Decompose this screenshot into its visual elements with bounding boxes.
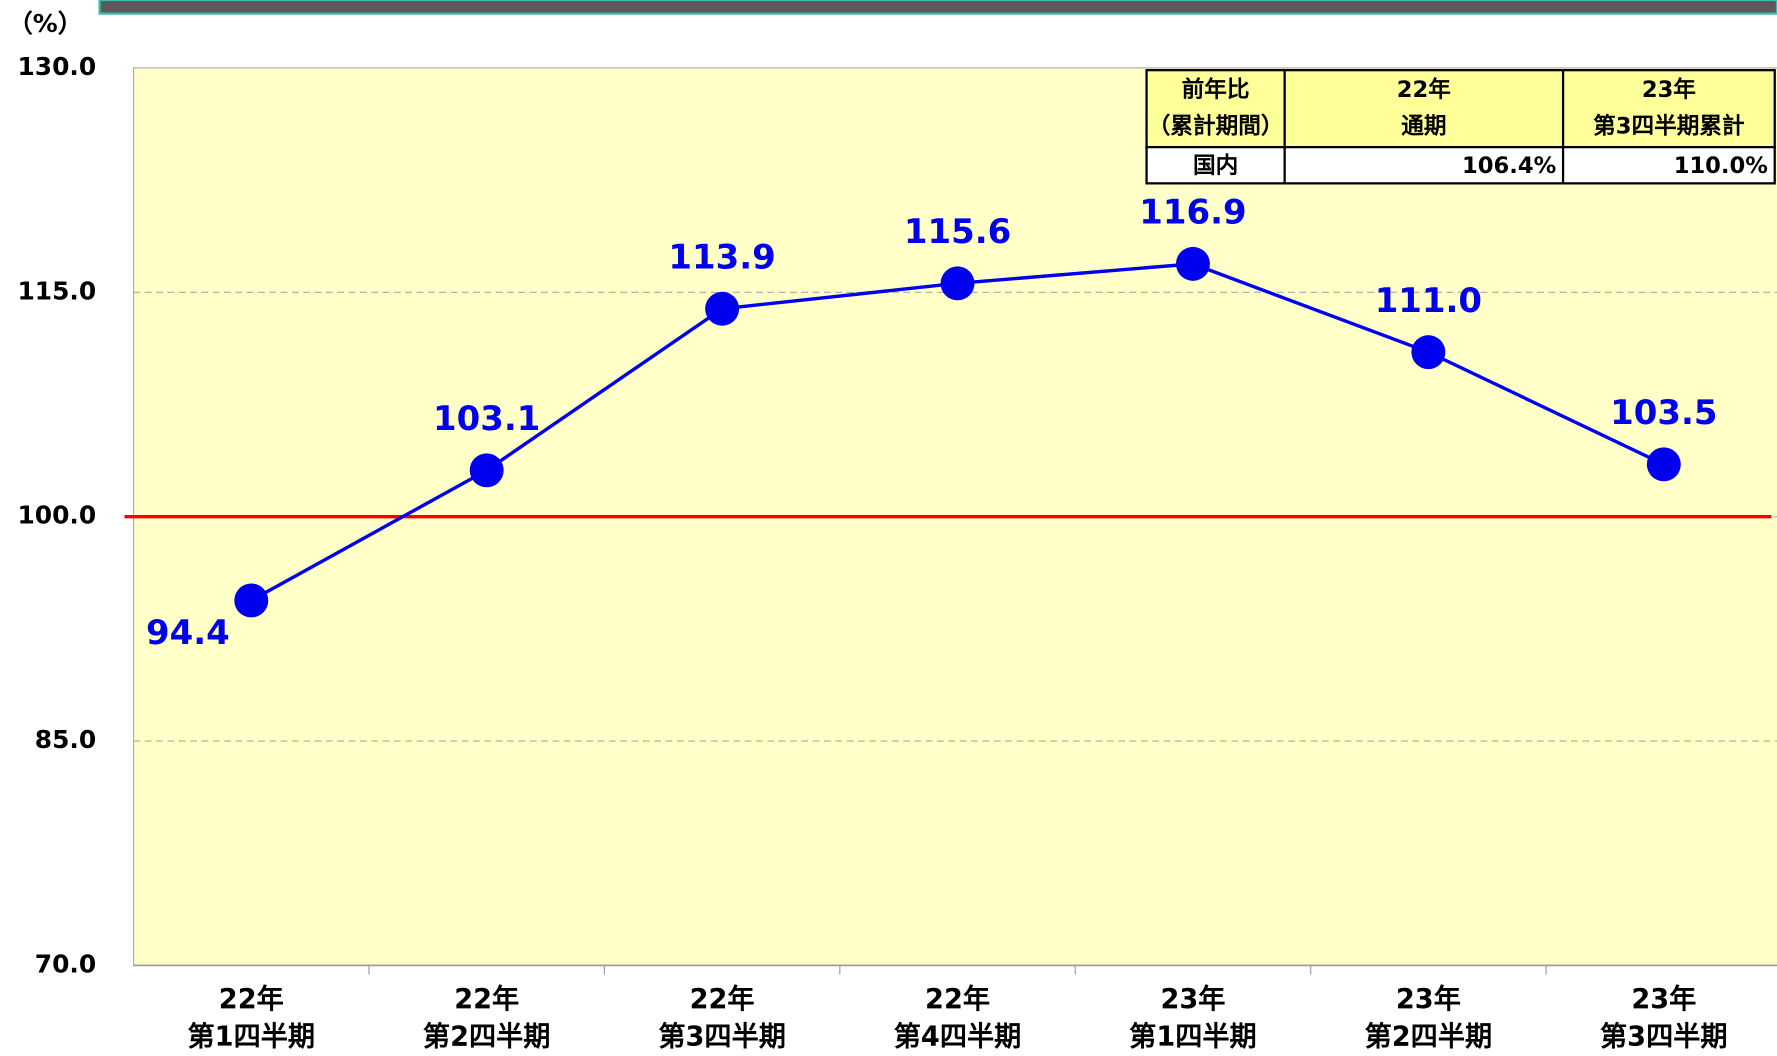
table-header: 前年比	[1182, 76, 1250, 103]
point	[469, 453, 504, 488]
table-cell: 106.4%	[1462, 153, 1556, 179]
data-label: 111.0	[1375, 281, 1482, 321]
table-header: 23年	[1642, 76, 1696, 103]
x-tick-label: 第3四半期	[1600, 1020, 1728, 1052]
table-cell: 110.0%	[1674, 153, 1768, 179]
y-tick-label: 100.0	[17, 501, 96, 530]
x-tick-label: 22年	[219, 983, 284, 1015]
y-tick-label: 70.0	[35, 949, 96, 978]
x-tick-label: 第3四半期	[658, 1020, 786, 1052]
table-row-bg	[1145, 146, 1776, 185]
x-tick-label: 22年	[925, 983, 990, 1015]
data-label: 103.1	[433, 399, 540, 439]
unit-label: （%）	[8, 9, 83, 38]
point	[940, 266, 975, 301]
x-tick-label: 第4四半期	[894, 1020, 1022, 1052]
y-tick-label: 85.0	[35, 725, 96, 754]
point	[1175, 246, 1210, 281]
x-tick-label: 23年	[1160, 983, 1225, 1015]
point	[705, 291, 740, 326]
x-tick-label: 第1四半期	[188, 1020, 316, 1052]
point	[1411, 335, 1446, 370]
x-tick-label: 22年	[690, 983, 755, 1015]
table-header: 22年	[1397, 76, 1451, 103]
x-tick-label: 23年	[1631, 983, 1696, 1015]
top-bar	[98, 0, 1777, 15]
data-label: 113.9	[668, 237, 775, 277]
table-header: 第3四半期累計	[1593, 112, 1745, 139]
point	[234, 583, 269, 618]
y-tick-label: 130.0	[17, 52, 96, 81]
x-tick-label: 第2四半期	[423, 1020, 551, 1052]
x-tick-label: 23年	[1396, 983, 1461, 1015]
data-label: 116.9	[1139, 193, 1246, 233]
table-cell: 国内	[1193, 153, 1238, 179]
y-tick-label: 115.0	[17, 276, 96, 305]
x-tick-label: 第1四半期	[1129, 1020, 1257, 1052]
data-label: 94.4	[146, 613, 230, 653]
data-label: 115.6	[904, 212, 1011, 252]
x-tick-label: 第2四半期	[1365, 1020, 1493, 1052]
x-tick-label: 22年	[454, 983, 519, 1015]
point	[1646, 447, 1681, 482]
data-label: 103.5	[1610, 393, 1717, 433]
table-header: （累計期間）	[1148, 112, 1284, 139]
table-header: 通期	[1401, 113, 1446, 139]
